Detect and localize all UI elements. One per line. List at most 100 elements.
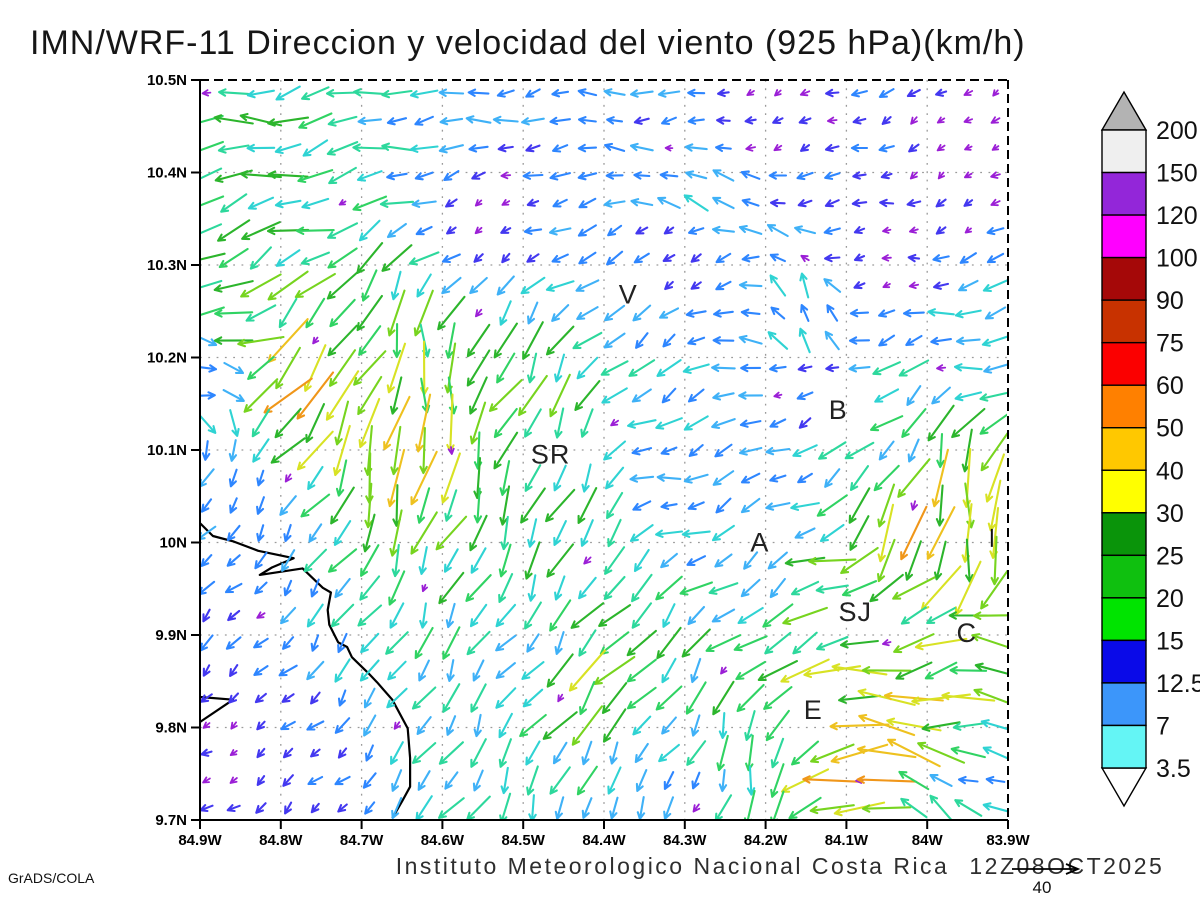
reference-vector-label: 40 bbox=[1033, 878, 1052, 897]
wind-arrow bbox=[549, 172, 571, 181]
wind-arrow bbox=[858, 713, 916, 737]
wind-arrow bbox=[327, 222, 359, 239]
wind-arrow bbox=[630, 198, 654, 207]
wind-arrow bbox=[872, 361, 901, 376]
wind-arrow bbox=[577, 116, 597, 125]
wind-arrow bbox=[603, 332, 626, 349]
wind-arrow bbox=[892, 576, 936, 600]
wind-arrow bbox=[663, 796, 675, 819]
x-tick-label: 84.8W bbox=[259, 832, 303, 849]
wind-arrow bbox=[765, 502, 791, 511]
wind-arrow bbox=[274, 407, 302, 439]
wind-arrow bbox=[825, 363, 840, 373]
wind-arrow bbox=[364, 482, 373, 529]
wind-arrow bbox=[284, 473, 293, 483]
wind-arrow bbox=[412, 742, 437, 764]
wind-arrow bbox=[926, 506, 956, 560]
wind-arrow bbox=[782, 606, 828, 626]
wind-arrow bbox=[738, 281, 763, 290]
wind-arrow bbox=[930, 336, 952, 346]
wind-arrow bbox=[294, 272, 336, 299]
wind-arrow bbox=[492, 115, 519, 125]
wind-arrow bbox=[769, 364, 787, 373]
wind-arrow bbox=[552, 741, 568, 765]
wind-arrow bbox=[278, 297, 298, 329]
wind-arrow bbox=[907, 438, 920, 463]
wind-arrow bbox=[581, 797, 593, 819]
wind-arrow bbox=[741, 254, 760, 263]
wind-arrow bbox=[935, 226, 947, 235]
wind-arrow bbox=[334, 717, 351, 734]
wind-arrow bbox=[415, 393, 432, 453]
wind-arrow bbox=[519, 713, 547, 738]
wind-arrow bbox=[908, 281, 919, 289]
wind-arrow bbox=[687, 88, 706, 98]
wind-arrow bbox=[878, 334, 896, 347]
wind-arrow bbox=[493, 407, 518, 439]
wind-arrow bbox=[201, 223, 223, 234]
wind-arrow bbox=[924, 661, 958, 680]
wind-arrow bbox=[972, 611, 1007, 620]
wind-arrow bbox=[524, 408, 542, 438]
wind-arrow bbox=[688, 226, 705, 235]
wind-arrow bbox=[662, 254, 676, 262]
wind-arrow bbox=[601, 387, 628, 404]
wind-arrow bbox=[656, 626, 682, 660]
wind-arrow bbox=[256, 747, 266, 759]
wind-arrow bbox=[971, 633, 1007, 648]
wind-arrow bbox=[631, 447, 653, 456]
wind-arrow bbox=[603, 199, 626, 208]
wind-arrow bbox=[446, 393, 455, 453]
wind-arrow bbox=[738, 334, 763, 345]
wind-arrow bbox=[929, 774, 953, 787]
wind-arrow bbox=[201, 306, 225, 316]
wind-arrow bbox=[657, 196, 681, 209]
wind-arrow bbox=[524, 541, 541, 580]
wind-arrow bbox=[334, 775, 351, 786]
wind-arrow bbox=[254, 692, 267, 704]
wind-arrow bbox=[736, 683, 765, 713]
wind-arrow bbox=[327, 324, 358, 357]
wind-arrow bbox=[633, 548, 650, 573]
wind-arrow bbox=[329, 349, 357, 387]
wind-arrow bbox=[718, 768, 728, 793]
wind-arrow bbox=[275, 85, 301, 101]
wind-arrow bbox=[604, 304, 626, 322]
wind-arrow bbox=[936, 144, 946, 152]
wind-arrow bbox=[202, 776, 211, 784]
reference-vector-head bbox=[1065, 863, 1081, 875]
wind-arrow bbox=[414, 115, 434, 126]
wind-arrow bbox=[961, 428, 973, 473]
wind-arrow bbox=[958, 279, 979, 292]
wind-arrow bbox=[687, 116, 705, 125]
wind-arrow bbox=[848, 487, 871, 524]
wind-arrow bbox=[633, 171, 651, 180]
wind-arrow bbox=[362, 772, 377, 789]
wind-arrow bbox=[708, 582, 739, 595]
wind-arrow bbox=[391, 797, 403, 819]
wind-arrow bbox=[440, 452, 461, 504]
wind-arrow bbox=[409, 144, 439, 153]
wind-arrow bbox=[900, 505, 928, 561]
wind-arrow bbox=[327, 548, 358, 573]
wind-arrow bbox=[493, 322, 518, 359]
wind-arrow bbox=[239, 112, 283, 127]
wind-arrow bbox=[770, 790, 785, 819]
wind-arrow bbox=[353, 350, 387, 386]
wind-arrow bbox=[853, 281, 866, 290]
wind-arrow bbox=[935, 484, 945, 527]
wind-arrow bbox=[882, 639, 892, 647]
wind-arrow bbox=[712, 392, 735, 401]
colorbar-label: 30 bbox=[1156, 500, 1184, 528]
wind-arrow bbox=[499, 792, 512, 819]
wind-arrow bbox=[386, 171, 408, 181]
wind-arrow bbox=[800, 254, 810, 263]
wind-arrow bbox=[228, 439, 238, 462]
wind-arrow bbox=[717, 88, 730, 98]
wind-arrow bbox=[796, 391, 814, 401]
wind-arrow bbox=[631, 602, 653, 629]
wind-arrow bbox=[256, 775, 266, 786]
wind-arrow bbox=[390, 741, 404, 765]
wind-arrow bbox=[856, 745, 917, 759]
wind-arrow bbox=[218, 247, 249, 269]
